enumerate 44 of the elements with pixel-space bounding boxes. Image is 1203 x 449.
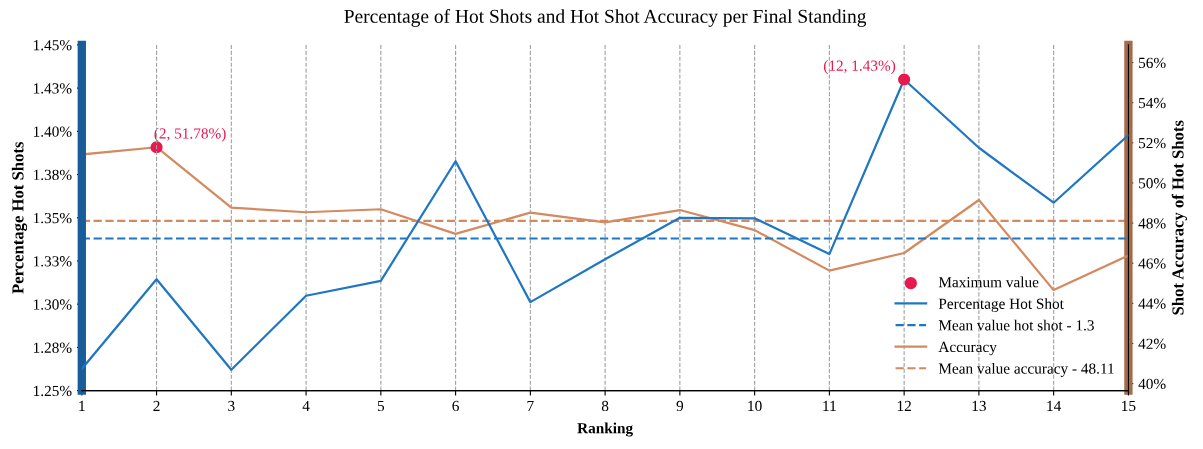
y-axis-title: Percentage Hot Shots [11, 141, 28, 294]
y-tick-label: 1.43% [33, 83, 72, 94]
x-axis-title: Ranking [577, 422, 633, 437]
x-tick-label: 10 [748, 400, 762, 412]
x-tick-label: 14 [1047, 400, 1062, 411]
y-tick-label: 1.30% [33, 299, 72, 310]
legend-label: Mean value accuracy - 48.11 [938, 362, 1114, 377]
y-tick-label: 1.28% [33, 342, 72, 353]
data-label: (2, 51.78%) [154, 127, 226, 142]
y2-tick-label: 50% [1139, 178, 1166, 189]
x-tick-label: 2 [153, 400, 160, 411]
y2-tick-label: 48% [1138, 218, 1166, 229]
y2-tick-label: 46% [1138, 258, 1166, 269]
chart-title: Percentage of Hot Shots and Hot Shot Accuracy per Final Standing [344, 8, 867, 27]
y2-tick-label: 40% [1138, 378, 1166, 390]
x-tick-label: 12 [897, 400, 911, 411]
y-tick-label: 1.40% [33, 126, 72, 137]
x-tick-label: 9 [676, 400, 684, 412]
y-tick-label: 1.33% [33, 256, 72, 267]
y-tick-label: 1.38% [33, 169, 72, 181]
x-tick-label: 5 [377, 400, 385, 412]
legend-label: Percentage Hot Shot [938, 298, 1064, 313]
legend-label: Accuracy [938, 341, 997, 356]
y2-tick-label: 52% [1139, 137, 1166, 149]
x-tick-label: 7 [527, 400, 534, 411]
y2-tick-label: 42% [1138, 338, 1166, 349]
x-tick-label: 4 [302, 400, 310, 411]
y2-axis-title: Shot Accuracy of Hot Shots [1171, 120, 1188, 315]
x-tick-label: 6 [452, 400, 459, 412]
x-tick-label: 13 [972, 400, 986, 412]
x-tick-label: 1 [79, 400, 85, 411]
y-tick-label: 1.25% [33, 385, 72, 397]
y2-tick-label: 56% [1139, 57, 1166, 69]
y-tick-label: 1.45% [33, 40, 72, 51]
data-label: (12, 1.43%) [823, 60, 896, 74]
x-tick-label: 3 [228, 400, 235, 412]
x-tick-label: 8 [601, 400, 609, 412]
legend-label: Maximum value [938, 276, 1039, 288]
y2-tick-label: 54% [1139, 97, 1166, 109]
x-tick-label: 15 [1122, 400, 1136, 412]
legend-label: Mean value hot shot - 1.3 [938, 319, 1094, 331]
y-tick-label: 1.35% [33, 212, 72, 224]
x-tick-label: 11 [823, 400, 836, 411]
y2-tick-label: 44% [1138, 298, 1166, 309]
